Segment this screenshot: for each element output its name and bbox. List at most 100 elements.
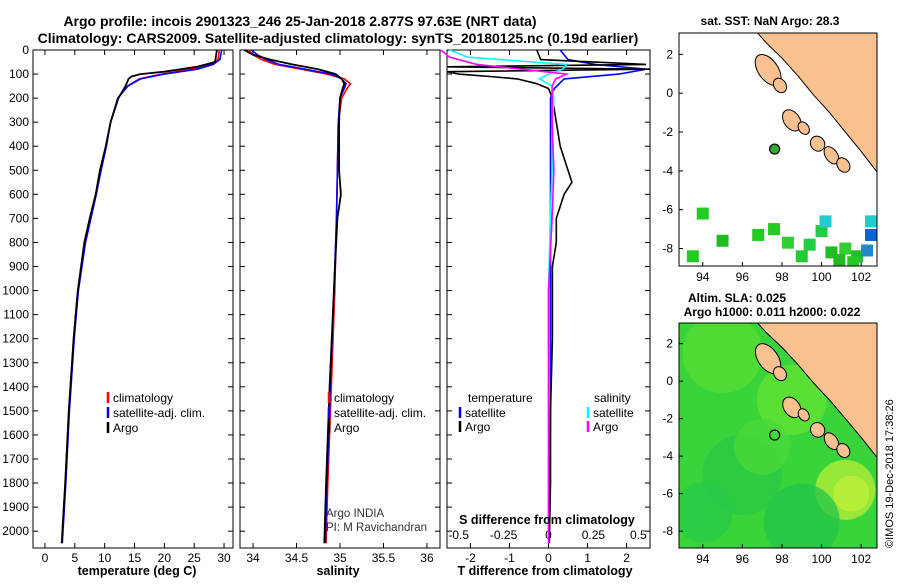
difference-legend-right-title: salinity [594,391,631,405]
altim-sla-lat-label: 2 [666,337,673,351]
sat-sst-lon-label: 102 [851,270,871,284]
argo-annotation-line1: Argo INDIA [326,508,384,520]
altim-sla-lon-label: 100 [812,552,832,566]
land-island [809,135,826,152]
differences-x-tick-label: 0 [545,551,552,565]
altim-sla-lat-label: -8 [662,524,673,538]
difference-series-t-argo [446,49,651,544]
argo-annotation-line2: PI: M Ravichandran [326,522,427,534]
depth-tick-label: 200 [9,91,29,105]
depth-tick-label: 1300 [2,356,29,370]
figure-title-line1: Argo profile: incois 2901323_246 25-Jan-… [63,13,536,29]
depth-tick-label: 2000 [2,524,29,538]
sat-sst-lon-label: 94 [696,270,710,284]
salinity-x-tick-label: 35 [333,551,347,565]
sst-cell [833,254,846,266]
differences-x-tick-label: -1 [504,551,515,565]
differences-top-tick-label: -0.25 [490,528,518,542]
temperature-panel: 0100200300400500600700800900100011001200… [2,43,234,565]
sst-cell [752,228,765,241]
sst-cell [861,244,874,257]
sla-map-title-line1: Altim. SLA: 0.025 [688,291,786,305]
altim-sla-lon-label: 96 [736,552,750,566]
credit-stamp: ©IMOS 19-Dec-2018 17:38:26 [884,399,896,548]
sat-sst-lat-label: 0 [666,86,673,100]
difference-series-s-argo [440,49,570,544]
depth-tick-label: 500 [9,163,29,177]
salinity-legend-0-label: climatology [334,391,394,405]
depth-tick-label: 1100 [3,308,29,322]
temperature-legend-1-label: satellite-adj. clim. [113,406,205,420]
land-island [809,422,826,438]
altim-sla-lat-label: -6 [662,487,673,501]
sla-anomaly-patch [763,483,840,548]
depth-tick-label: 800 [9,235,29,249]
salinity-x-tick-label: 34.5 [285,551,309,565]
land-island [782,396,802,419]
sst-cell [781,236,794,249]
sat-sst-lon-label: 98 [775,270,789,284]
sst-cell [716,234,729,247]
sst-cell [768,223,781,236]
depth-tick-label: 100 [9,67,29,81]
depth-tick-label: 0 [22,43,29,57]
sst-cell [847,256,860,266]
difference-legend-s-argo-label: Argo [593,420,619,434]
depth-tick-label: 1700 [2,452,29,466]
temperature-series-argo [60,49,218,544]
depth-tick-label: 1400 [2,380,29,394]
salinity-axis-label: salinity [316,564,359,578]
g-sla-content [679,323,877,548]
altim-sla-lon-label: 94 [696,552,710,566]
difference-legend-left-title: temperature [468,391,533,405]
land-island [836,157,851,173]
land-island [836,442,851,459]
sla-map-title-line2: Argo h1000: 0.011 h2000: 0.022 [684,305,861,319]
depth-tick-label: 400 [9,139,29,153]
salinity-x-tick-label: 36 [420,551,434,565]
sat-sst-frame [678,32,878,267]
temperature-x-tick-label: 10 [98,551,112,565]
altim-sla-lat-label: -4 [662,449,673,463]
temperature-legend-0-label: climatology [113,391,173,405]
depth-tick-label: 1900 [2,500,29,514]
sst-cell [795,250,808,263]
depth-tick-label: 1600 [2,428,29,442]
sst-cell [825,246,838,259]
sla-anomaly-patch [679,482,733,543]
t-difference-axis-label: T difference from climatology [457,564,632,578]
depth-tick-label: 700 [9,211,29,225]
sst-cell [803,238,816,251]
sst-cell [865,215,877,228]
altim-sla-frame [678,322,878,549]
sat-sst-lon-label: 100 [812,270,832,284]
differences-x-tick-label: 1 [584,551,591,565]
temperature-axis-label: temperature (deg C) [78,564,197,578]
sst-cell [839,242,852,255]
salinity-series-climatology [248,49,352,544]
salinity-panel: 34 34.5 35 35.5 36 climatologysatellite-adj. … [239,49,441,565]
land-sumatra [756,33,877,173]
sla-argo-position-marker [769,429,781,441]
land-island [772,366,787,382]
sla-map-panel: 94 96 98 100 102 2 0 -2 -4 -6 -8 [662,322,878,566]
temperature-x-tick-label: 5 [71,551,78,565]
land-island [797,121,810,135]
salinity-legend-1-label: satellite-adj. clim. [334,406,426,420]
depth-tick-label: 300 [9,115,29,129]
sst-cell [696,207,709,220]
depth-tick-label: 900 [9,260,29,274]
differences-top-tick-label: 0.25 [582,528,606,542]
sst-map-panel: 94 96 98 100 102 2 0 -2 -4 -6 -8 [662,32,878,284]
temperature-x-tick-label: 20 [158,551,172,565]
altim-sla-lon-label: 102 [851,552,871,566]
temperature-frame [32,49,234,549]
sat-sst-lat-label: -6 [662,203,673,217]
depth-tick-label: 1200 [2,332,29,346]
difference-legend-t-satellite-label: satellite [465,406,506,420]
temperature-x-tick-label: 15 [128,551,142,565]
sst-cell [815,225,828,238]
temperature-x-tick-label: 0 [42,551,49,565]
figure-title-line2: Climatology: CARS2009. Satellite-adjuste… [38,30,639,46]
